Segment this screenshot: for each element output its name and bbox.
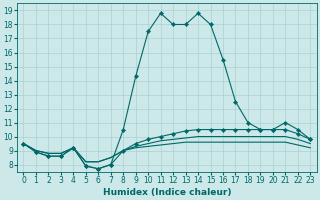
X-axis label: Humidex (Indice chaleur): Humidex (Indice chaleur) — [103, 188, 231, 197]
